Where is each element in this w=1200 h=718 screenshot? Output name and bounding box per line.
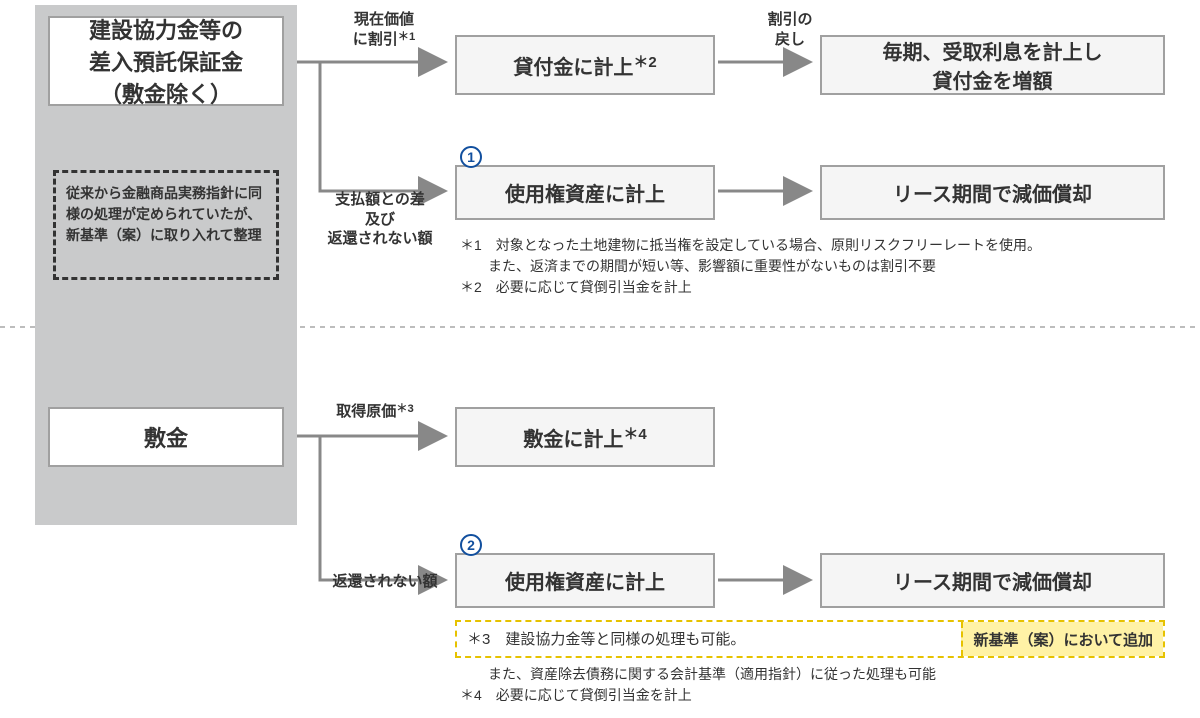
yellow-right-highlight: 新基準（案）において追加 [961,622,1163,656]
n5-text: 敷金に計上 [523,429,623,451]
node-shikikin-record: 敷金に計上＊4 [455,407,715,467]
dashed-note-text: 従来から金融商品実務指針に同様の処理が定められていたが、新基準（案）に取り入れて… [66,185,262,243]
node-rou-asset-1: 使用権資産に計上 [455,165,715,220]
node-rou-asset-2: 使用権資産に計上 [455,553,715,608]
source1-line1: 建設協力金等の [89,13,243,45]
edge-label-acq-cost: 取得原価＊3 [320,402,430,422]
badge-2: 2 [460,534,482,556]
node-source-deposit: 建設協力金等の 差入預託保証金 （敷金除く） [48,16,284,106]
n2-line1: 毎期、受取利息を計上し [883,36,1103,65]
yellow-left: ＊3 建設協力金等と同様の処理も可能。 [457,622,961,656]
source1-line2: 差入預託保証金 [89,45,243,77]
footnotes-bottom: また、資産除去債務に関する会計基準（適用指針）に従った処理も可能 ＊4 必要に応… [460,664,936,706]
n4-text: リース期間で減価償却 [893,178,1092,207]
yellow-note-box: ＊3 建設協力金等と同様の処理も可能。 新基準（案）において追加 [455,620,1165,658]
edge-label-discount: 現在価値 に割引＊1 [334,10,434,49]
source2-text: 敷金 [144,421,188,453]
node-interest-income: 毎期、受取利息を計上し 貸付金を増額 [820,35,1165,95]
n1-sup: ＊2 [633,54,656,71]
source1-line3: （敷金除く） [89,77,243,109]
node-depreciation-1: リース期間で減価償却 [820,165,1165,220]
badge-1: 1 [460,146,482,168]
node-source-shikikin: 敷金 [48,407,284,467]
edge-label-nonrefund-2: 返還されない額 [320,572,450,592]
edge-label-unwind: 割引の 戻し [755,10,825,49]
n5-sup: ＊4 [623,426,646,443]
n7-text: リース期間で減価償却 [893,566,1092,595]
n1-text: 貸付金に計上 [513,57,633,79]
dashed-note: 従来から金融商品実務指針に同様の処理が定められていたが、新基準（案）に取り入れて… [53,170,279,280]
edge-label-diff-nonrefund: 支払額との差 及び 返還されない額 [310,190,450,249]
n6-text: 使用権資産に計上 [505,566,665,595]
node-loan-record: 貸付金に計上＊2 [455,35,715,95]
footnotes-top: ＊1 対象となった土地建物に抵当権を設定している場合、原則リスクフリーレートを使… [460,235,1041,298]
n3-text: 使用権資産に計上 [505,178,665,207]
node-depreciation-2: リース期間で減価償却 [820,553,1165,608]
n2-line2: 貸付金を増額 [883,65,1103,94]
